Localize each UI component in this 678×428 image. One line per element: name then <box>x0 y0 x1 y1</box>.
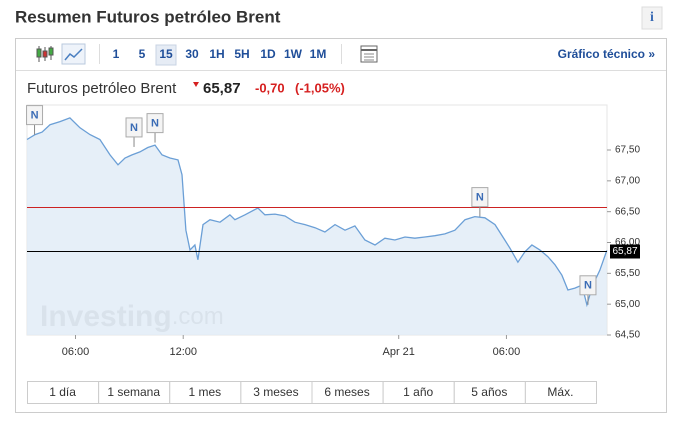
interval-button[interactable]: 5 <box>139 47 146 61</box>
interval-button[interactable]: 1H <box>209 47 224 61</box>
y-tick-label: 65,00 <box>615 299 640 310</box>
news-flag-label[interactable]: N <box>130 122 138 134</box>
technical-chart-link[interactable]: Gráfico técnico » <box>558 47 656 61</box>
news-flag[interactable] <box>125 117 143 138</box>
range-button-label[interactable]: 1 semana <box>107 385 160 399</box>
price-line <box>26 117 608 308</box>
candlestick-icon[interactable] <box>36 46 54 62</box>
news-flag[interactable] <box>579 275 597 296</box>
area-chart-icon[interactable] <box>61 43 86 65</box>
news-flag[interactable] <box>471 187 489 208</box>
y-tick-label: 66,50 <box>615 206 640 217</box>
range-button-label[interactable]: 5 años <box>471 385 507 399</box>
x-tick-label: 06:00 <box>493 346 521 358</box>
range-button-label[interactable]: 3 meses <box>253 385 298 399</box>
area-fill <box>27 117 607 336</box>
percent-change: (-1,05%) <box>295 80 345 95</box>
range-button[interactable] <box>524 381 597 404</box>
interval-button[interactable]: 1 <box>113 47 120 61</box>
y-tick-label: 66,00 <box>615 237 640 248</box>
interval-active-bg[interactable] <box>155 44 177 66</box>
widget-title: Resumen Futuros petróleo Brent <box>15 7 281 26</box>
range-button-label[interactable]: 1 día <box>49 385 76 399</box>
interval-button[interactable]: 1M <box>310 47 327 61</box>
price-change: -0,70 <box>255 80 285 95</box>
down-arrow <box>193 82 199 87</box>
news-flag-label[interactable]: N <box>31 110 39 122</box>
instrument-name: Futuros petróleo Brent <box>27 80 177 97</box>
interval-button[interactable]: 15 <box>159 47 173 61</box>
interval-button[interactable]: 5H <box>234 47 249 61</box>
last-price: 65,87 <box>203 80 241 97</box>
news-flag[interactable] <box>146 113 164 134</box>
info-button[interactable] <box>641 6 663 30</box>
last-price-box <box>610 244 640 259</box>
interval-button[interactable]: 1D <box>260 47 276 61</box>
x-tick-label: 06:00 <box>62 346 90 358</box>
x-tick-label: Apr 21 <box>382 346 414 358</box>
info-icon[interactable]: i <box>650 10 654 25</box>
news-flag-label[interactable]: N <box>476 192 484 204</box>
last-price-label: 65,87 <box>612 246 637 257</box>
range-button-label[interactable]: Máx. <box>547 385 573 399</box>
interval-button[interactable]: 1W <box>284 47 303 61</box>
range-button-label[interactable]: 1 año <box>403 385 433 399</box>
interval-button[interactable]: 30 <box>185 47 199 61</box>
news-flag[interactable] <box>26 105 44 126</box>
y-tick-label: 67,00 <box>615 175 640 186</box>
table-icon[interactable] <box>360 45 378 63</box>
x-tick-label: 12:00 <box>169 346 197 358</box>
range-button-label[interactable]: 6 meses <box>324 385 369 399</box>
news-flag-label[interactable]: N <box>151 118 159 130</box>
y-tick-label: 65,50 <box>615 268 640 279</box>
y-tick-label: 67,50 <box>615 145 640 156</box>
y-tick-label: 64,50 <box>615 330 640 341</box>
range-button-label[interactable]: 1 mes <box>188 385 221 399</box>
news-flag-label[interactable]: N <box>584 280 592 292</box>
